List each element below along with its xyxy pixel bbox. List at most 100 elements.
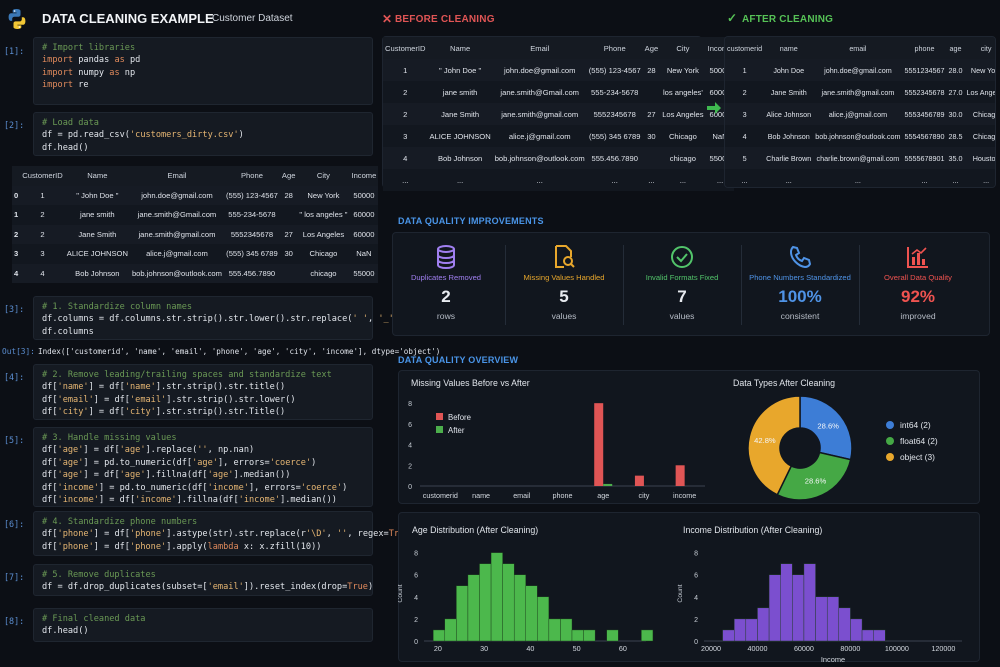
code-line: import re: [42, 80, 89, 91]
table-row: 3 Alice Johnson alice.j@gmail.com 555345678…: [725, 103, 995, 125]
donut-slice: [799, 395, 853, 461]
table-cell: 2: [40, 229, 45, 239]
income-histogram: 0 2 4 6 8 Count 20000 40000 60000 80000 100000 1200…: [677, 551, 962, 664]
bar-before: [675, 465, 685, 486]
histogram-bar: [606, 629, 619, 642]
table-cell: 3: [14, 249, 19, 259]
divider: [741, 245, 742, 325]
bar-after: [603, 483, 613, 486]
table-cell: 30.0: [948, 109, 963, 119]
table-cell: ...: [402, 175, 409, 185]
table-cell: alice.j@gmail.com: [508, 131, 571, 141]
code-line: df = df.drop_duplicates(subset=['email']…: [42, 582, 374, 593]
table-row: 1 John Doe john.doe@gmail.com 5551234567 28.…: [725, 59, 995, 81]
x-tick-label: 20000: [701, 644, 721, 653]
column-header: Email: [167, 171, 187, 181]
metric-label: Invalid Formats Fixed: [645, 273, 719, 282]
code-cell-2[interactable]: # Load data df = pd.read_csv('customers_…: [33, 112, 373, 156]
cell-prompt: [2]:: [4, 120, 25, 130]
code-cell-6[interactable]: # 4. Standardize phone numbers df['phone…: [33, 511, 415, 556]
table-cell: ALICE JOHNSON: [66, 249, 128, 259]
code-line: # Load data: [42, 118, 99, 128]
histogram-bar: [490, 552, 503, 642]
table-cell: 2: [742, 87, 747, 97]
y-tick-label: 4: [414, 595, 418, 602]
y-tick-label: 8: [414, 551, 418, 558]
table-cell: 2: [14, 229, 19, 239]
code-cell-7[interactable]: # 5. Remove duplicates df = df.drop_dupl…: [33, 564, 373, 596]
x-tick-label: 20: [434, 644, 442, 653]
table-cell: 3: [40, 249, 45, 259]
table-cell: 1: [403, 65, 408, 75]
metric-value: 7: [677, 287, 687, 306]
code-cell-8[interactable]: # Final cleaned data df.head(): [33, 608, 373, 642]
histogram-bar: [641, 629, 654, 642]
histogram-bar: [525, 585, 538, 642]
table-cell: [643, 147, 661, 169]
code-line: df.head(): [42, 626, 89, 637]
table-row: .....................: [725, 169, 995, 187]
metric-value: 100%: [778, 287, 822, 306]
metric-sub: rows: [436, 311, 456, 321]
table-cell: (555) 123-4567: [225, 190, 278, 200]
code-line: df.columns = df.columns.str.strip().str.…: [42, 314, 399, 325]
code-line: df.head(): [42, 142, 89, 153]
histogram-bar: [502, 563, 515, 642]
table-cell: " John Doe ": [76, 190, 119, 200]
x-tick-label: 30: [480, 644, 488, 653]
code-cell-5[interactable]: # 3. Handle missing values df['age'] = d…: [33, 427, 373, 507]
table-row: 2 Jane Smith jane.smith@gmail.com 555234567…: [725, 81, 995, 103]
table-row: .....................: [383, 169, 735, 191]
histogram-bar: [826, 596, 840, 642]
donut-slice: [747, 395, 801, 496]
table-cell: charlie.brown@gmail.com: [816, 153, 900, 163]
column-header: Income: [351, 171, 377, 181]
x-tick-label: 60000: [794, 644, 814, 653]
column-header: Age: [281, 171, 296, 181]
metric-card: Missing Values Handled 5 values: [503, 245, 625, 321]
histogram-bar: [513, 574, 526, 642]
code-line: df.columns: [42, 326, 94, 337]
code-line: df['age'] = df['age'].replace('', np.nan…: [42, 445, 255, 456]
table-cell: ...: [741, 175, 748, 185]
histogram-bar: [548, 618, 561, 642]
table-cell: 55000: [709, 153, 731, 163]
table-cell: 60000: [353, 210, 375, 220]
x-tick-label: 50: [573, 644, 581, 653]
histogram-bar: [560, 618, 573, 642]
table-cell: jane.smith@gmail.com: [501, 109, 579, 119]
table-cell: Bob Johnson: [437, 153, 483, 163]
metric-value: 92%: [900, 287, 936, 306]
code-cell-1[interactable]: # Import libraries import pandas as pd i…: [33, 37, 373, 105]
table-cell: alice.j@gmail.com: [828, 109, 888, 119]
bar-before: [594, 403, 604, 486]
table-cell: 3: [403, 131, 408, 141]
divider: [623, 245, 624, 325]
cell-prompt: [6]:: [4, 519, 25, 529]
histogram-bar: [873, 629, 886, 642]
histogram-bar: [803, 563, 816, 642]
y-tick-label: 6: [408, 422, 412, 429]
histogram-bar: [780, 563, 793, 642]
metric-label: Duplicates Removed: [410, 273, 482, 282]
slice-label: 42.8%: [754, 436, 776, 445]
table-cell: 1: [40, 190, 45, 200]
histogram-bar: [757, 607, 770, 642]
x-tick-label: name: [472, 491, 490, 500]
before-table-panel: CustomerID Name Email Phone Age City Income 1 " …: [382, 36, 735, 191]
chart-title: Age Distribution (After Cleaning): [412, 525, 539, 535]
table-cell: 5552345678: [904, 87, 945, 97]
cell-prompt: [3]:: [4, 304, 25, 314]
column-header: City: [316, 171, 330, 181]
code-line: df = pd.read_csv('customers_dirty.csv'): [42, 130, 244, 141]
table-cell: Charlie Brown: [766, 153, 812, 163]
table-cell: ...: [536, 175, 543, 185]
code-cell-4[interactable]: # 2. Remove leading/trailing spaces and …: [33, 364, 373, 420]
document-search-icon: [503, 245, 625, 269]
code-cell-3[interactable]: # 1. Standardize column names df.columns…: [33, 296, 399, 340]
cell-prompt: [7]:: [4, 572, 25, 582]
histogram-bar: [815, 596, 828, 642]
column-header: city: [980, 43, 992, 53]
histogram-bar: [861, 629, 874, 642]
table-header-row: CustomerID Name Email Phone Age City Income: [383, 37, 735, 59]
